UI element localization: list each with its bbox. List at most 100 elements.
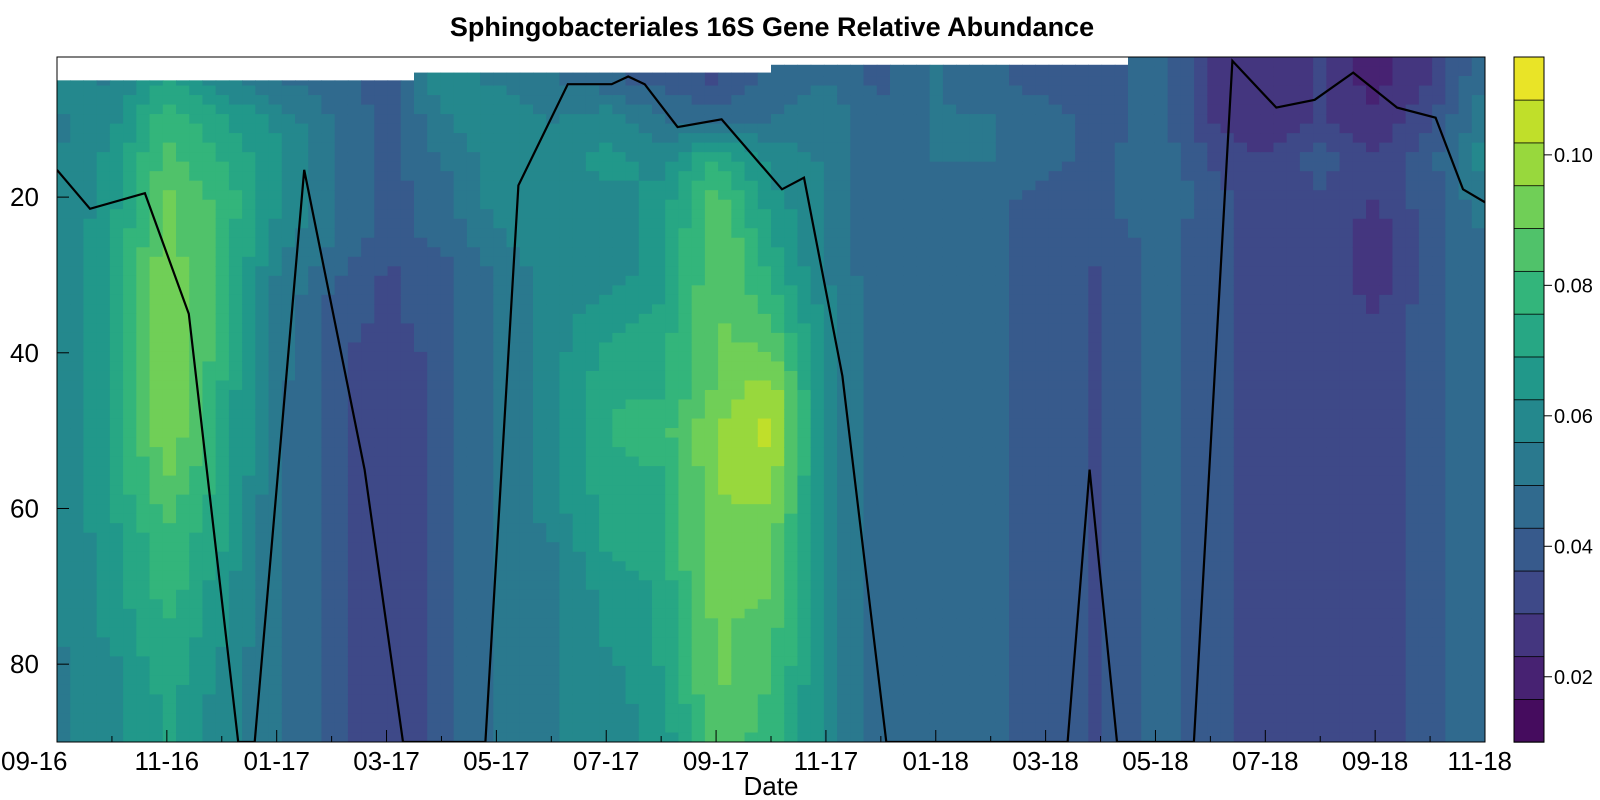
heatmap-cell (665, 732, 680, 742)
heatmap-cell (242, 561, 256, 572)
heatmap-cell (572, 361, 587, 372)
heatmap-cell (493, 447, 508, 458)
heatmap-cell (559, 342, 574, 353)
heatmap-cell (466, 694, 481, 705)
heatmap-cell (123, 313, 137, 324)
heatmap-cell (533, 532, 547, 543)
heatmap-cell (942, 418, 957, 429)
heatmap-cell (850, 437, 865, 448)
heatmap-cell (228, 123, 243, 134)
heatmap-cell (625, 703, 640, 715)
heatmap-cell (797, 133, 812, 144)
heatmap-cell (334, 570, 349, 581)
heatmap-cell (334, 618, 349, 629)
heatmap-cell (242, 675, 256, 686)
heatmap-cell (519, 494, 534, 505)
heatmap-cell (903, 285, 918, 296)
heatmap-cell (665, 342, 680, 353)
heatmap-cell (215, 114, 230, 125)
heatmap-cell (665, 456, 680, 467)
heatmap-cell (599, 342, 613, 353)
heatmap-cell (466, 256, 481, 267)
heatmap-cell (242, 190, 256, 201)
heatmap-cell (176, 466, 190, 477)
heatmap-cell (400, 123, 415, 134)
heatmap-cell (281, 475, 296, 486)
heatmap-cell (982, 275, 997, 286)
heatmap-cell (546, 104, 561, 115)
heatmap-cell (612, 618, 627, 629)
heatmap-cell (295, 294, 309, 305)
heatmap-cell (321, 199, 336, 210)
heatmap-cell (255, 561, 270, 572)
heatmap-cell (57, 389, 71, 401)
heatmap-cell (784, 370, 799, 382)
heatmap-cell (704, 247, 719, 258)
heatmap-cell (506, 456, 521, 467)
heatmap-cell (255, 152, 270, 163)
heatmap-cell (942, 361, 957, 372)
heatmap-cell (903, 713, 918, 724)
heatmap-cell (797, 665, 812, 676)
heatmap-cell (652, 542, 666, 553)
heatmap-cell (70, 161, 85, 172)
heatmap-cell (744, 447, 759, 458)
heatmap-cell (202, 256, 217, 267)
heatmap-cell (281, 713, 296, 724)
heatmap-cell (652, 133, 666, 144)
heatmap-cell (585, 656, 600, 667)
heatmap-cell (929, 570, 944, 581)
heatmap-cell (665, 133, 680, 144)
heatmap-cell (652, 722, 666, 734)
heatmap-cell (691, 561, 706, 572)
heatmap-cell (823, 447, 838, 458)
heatmap-cell (691, 475, 706, 486)
heatmap-cell (162, 551, 177, 562)
heatmap-cell (189, 504, 204, 515)
heatmap-cell (942, 266, 957, 277)
heatmap-cell (903, 342, 918, 353)
heatmap-cell (334, 637, 349, 648)
heatmap-cell (493, 152, 508, 163)
heatmap-cell (96, 599, 111, 610)
heatmap-cell (176, 256, 190, 267)
heatmap-cell (929, 589, 944, 600)
heatmap-cell (731, 589, 746, 600)
heatmap-cell (704, 389, 719, 401)
heatmap-cell (625, 332, 640, 344)
heatmap-cell (704, 656, 719, 667)
heatmap-cell (202, 370, 217, 382)
heatmap-cell (572, 732, 587, 742)
heatmap-cell (691, 285, 706, 296)
heatmap-cell (519, 332, 534, 344)
heatmap-cell (149, 142, 164, 153)
heatmap-cell (466, 732, 481, 742)
heatmap-cell (929, 285, 944, 296)
heatmap-cell (784, 656, 799, 667)
heatmap-cell (519, 580, 534, 591)
heatmap-cell (982, 266, 997, 277)
heatmap-cell (334, 665, 349, 676)
heatmap-cell (718, 123, 732, 134)
heatmap-cell (652, 703, 666, 715)
heatmap-cell (202, 399, 217, 410)
heatmap-cell (837, 580, 851, 591)
heatmap-cell (585, 323, 600, 334)
heatmap-cell (268, 323, 283, 334)
heatmap-cell (228, 161, 243, 172)
heatmap-cell (123, 684, 137, 696)
heatmap-cell (480, 256, 494, 267)
heatmap-cell (162, 675, 177, 686)
heatmap-cell (863, 199, 878, 210)
heatmap-cell (361, 646, 375, 657)
heatmap-cell (400, 656, 415, 667)
heatmap-cell (546, 713, 561, 724)
heatmap-cell (797, 561, 812, 572)
heatmap-cell (281, 285, 296, 296)
heatmap-cell (308, 713, 323, 724)
heatmap-cell (136, 332, 151, 344)
heatmap-cell (876, 142, 891, 153)
heatmap-cell (281, 313, 296, 324)
heatmap-cell (916, 228, 931, 239)
heatmap-cell (295, 370, 309, 382)
